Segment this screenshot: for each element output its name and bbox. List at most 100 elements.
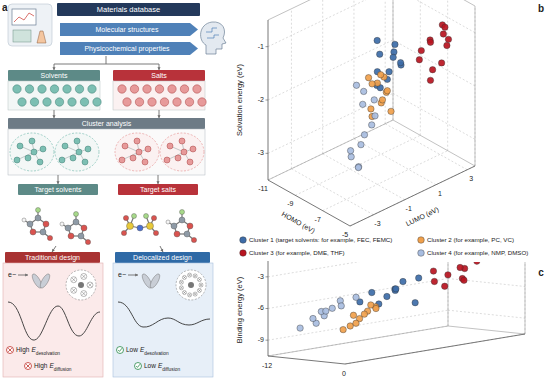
data-point (388, 108, 394, 114)
tick-label: -3 (258, 273, 264, 280)
grid-line (322, 0, 323, 154)
data-point (361, 132, 367, 138)
data-point (369, 81, 375, 87)
network-node (14, 157, 20, 163)
box-edge (475, 6, 476, 166)
tick-label: -3 (374, 220, 380, 227)
atom (60, 222, 64, 226)
connector (54, 64, 159, 65)
item-dot (68, 98, 76, 106)
network-node (119, 157, 125, 163)
data-point (440, 31, 446, 37)
data-point (461, 277, 467, 283)
data-point (377, 72, 383, 78)
tick-mark (266, 308, 269, 309)
atom (187, 223, 193, 229)
tick-label: 3 (469, 175, 473, 182)
data-point (361, 311, 367, 317)
data-point (445, 36, 451, 42)
atom (191, 237, 196, 242)
grid-line (393, 40, 475, 86)
solvent-ball (81, 291, 87, 297)
tick-mark (266, 100, 269, 101)
network-node (164, 157, 170, 163)
network-node (122, 143, 128, 149)
data-point (350, 312, 356, 318)
tick-label: -9 (287, 200, 293, 207)
barrier-level: High (34, 362, 48, 370)
legend-swatch (240, 250, 247, 257)
header-text: Materials database (97, 5, 160, 14)
solvent-mark (88, 283, 92, 287)
atom (78, 233, 84, 239)
header-text: Solvents (41, 72, 68, 79)
solvent-mark (88, 283, 92, 287)
grid-line (268, 262, 448, 277)
data-point (400, 278, 406, 284)
solvent-ball (193, 292, 197, 296)
network-node (40, 146, 46, 152)
header-box (115, 252, 210, 263)
grid-line (393, 93, 475, 139)
solvent-mark (188, 274, 190, 276)
solvent-ball (188, 273, 192, 277)
header-box (118, 184, 198, 195)
axis-line (268, 356, 345, 364)
cross-icon (25, 363, 32, 370)
data-point (353, 320, 359, 326)
solvent-ball (71, 277, 77, 283)
solvent-mark (194, 275, 196, 277)
tick-label: -1 (406, 205, 412, 212)
data-point (416, 57, 422, 63)
atom (123, 215, 128, 220)
data-point (474, 262, 480, 264)
network-node (62, 143, 68, 149)
network-node (167, 143, 173, 149)
axis-title: Binding energy (eV) (235, 276, 244, 343)
solvent-mark (72, 278, 76, 282)
atom (40, 229, 46, 235)
grid-line (268, 40, 393, 100)
data-point (369, 289, 375, 295)
solvent-mark (180, 287, 182, 289)
barrier-subscript: diffusion (54, 367, 72, 372)
item-dot (18, 98, 26, 106)
network-node (136, 149, 142, 155)
grid-line (268, 93, 393, 153)
cluster-hull (160, 133, 204, 171)
legend-swatch (418, 237, 425, 244)
data-point (310, 315, 316, 321)
solvent-ball (199, 283, 203, 287)
item-text: Physicochemical properties (84, 45, 170, 53)
item-dot (130, 85, 138, 93)
item-dot (25, 85, 33, 93)
solvent-ball (193, 274, 197, 278)
tick-mark (266, 46, 269, 47)
arrow-head (52, 115, 55, 118)
panel-a: aMaterials databaseMolecular structuresP… (2, 2, 226, 377)
atom (22, 218, 26, 222)
atom (151, 215, 156, 220)
header-text: Cluster analysis (82, 120, 132, 128)
network-node (179, 138, 185, 144)
atom (35, 215, 41, 221)
solvent-mark (194, 293, 196, 295)
solvent-mark (188, 294, 190, 296)
network-node (17, 143, 23, 149)
tick-label: -2 (258, 96, 264, 103)
data-point (373, 305, 379, 311)
data-point (368, 106, 374, 112)
atom (171, 223, 177, 229)
solvent-mark (82, 292, 86, 296)
data-point (392, 41, 398, 47)
legend-swatch (418, 250, 425, 257)
data-point (347, 323, 353, 329)
tick-label: -11 (258, 185, 268, 192)
data-point (438, 60, 444, 66)
cross-mark (8, 348, 12, 352)
data-point (444, 42, 450, 48)
arrow-head (135, 273, 138, 276)
grid-line (385, 0, 386, 124)
data-point (353, 294, 359, 300)
solvent-mark (200, 284, 202, 286)
